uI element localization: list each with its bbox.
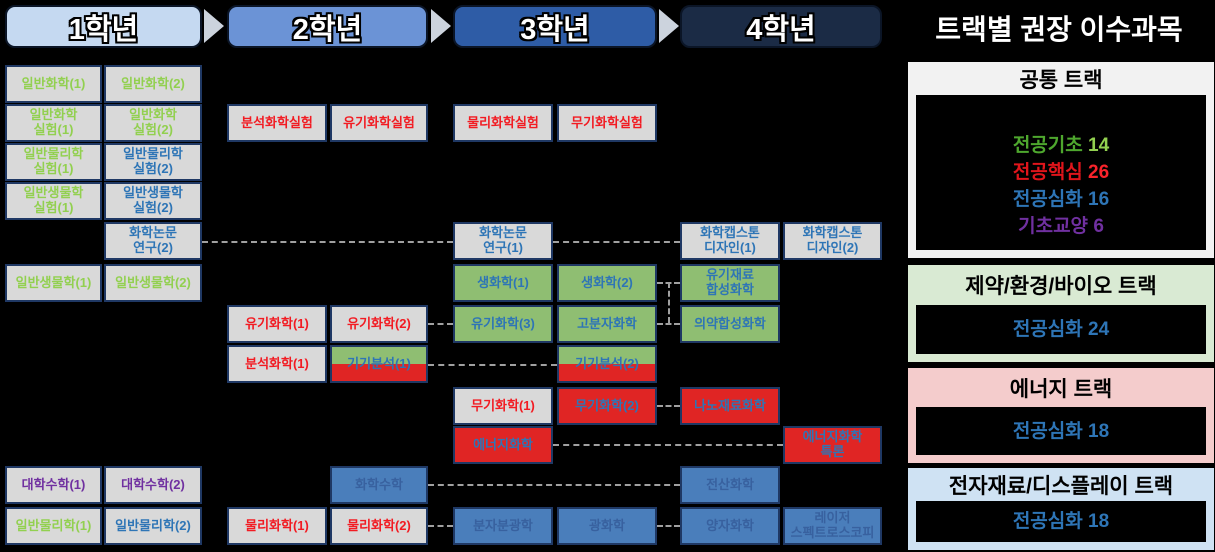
course-box: 나노재료화학 bbox=[680, 387, 780, 425]
connector-dashed-line bbox=[428, 484, 680, 486]
connector-dashed-line bbox=[428, 525, 453, 527]
track-header: 에너지 트랙 bbox=[1009, 377, 1113, 401]
track-header: 공통 트랙 bbox=[1019, 68, 1103, 92]
course-box: 레이저 스펙트로스코피 bbox=[783, 507, 882, 545]
track-credit-value: 26 bbox=[1088, 162, 1110, 183]
track-body: 전공심화 18 bbox=[916, 407, 1206, 455]
track-credit-label: 전공기초 bbox=[1012, 135, 1089, 156]
track-credit-label: 전공심화 bbox=[1012, 420, 1089, 442]
arrow-right-icon bbox=[204, 9, 224, 43]
year-header-1: 1학년 bbox=[5, 5, 202, 48]
course-box: 분석화학실험 bbox=[227, 104, 327, 142]
course-box: 기기분석(2) bbox=[557, 345, 657, 383]
course-box: 유기재료 합성화학 bbox=[680, 264, 780, 302]
course-box: 화학캡스톤 디자인(2) bbox=[783, 222, 882, 260]
course-box: 무기화학실험 bbox=[557, 104, 657, 142]
course-box: 유기화학실험 bbox=[330, 104, 428, 142]
course-box: 유기화학(1) bbox=[227, 305, 327, 343]
track-credit-label: 전공심화 bbox=[1012, 319, 1089, 340]
track-credit-label: 기초교양 bbox=[1018, 216, 1094, 237]
panel-title: 트랙별 권장 이수과목 bbox=[935, 14, 1183, 45]
track-credit-line: 전공기초 14 bbox=[1013, 132, 1109, 159]
course-box: 유기화학(2) bbox=[330, 305, 428, 343]
track-body: 전공기초 14 전공핵심 26 전공심화 16 기초교양 6 bbox=[916, 95, 1206, 250]
course-box: 에너지화학 특론 bbox=[783, 426, 882, 464]
course-box: 고분자화학 bbox=[557, 305, 657, 343]
arrow-right-icon bbox=[659, 9, 679, 43]
connector-dashed-line bbox=[657, 405, 680, 407]
course-box: 의약합성화학 bbox=[680, 305, 780, 343]
connector-dashed-line bbox=[428, 364, 557, 366]
track-body: 전공심화 18 bbox=[916, 501, 1206, 542]
connector-dashed-line bbox=[668, 282, 670, 323]
course-box: 양자화학 bbox=[680, 507, 780, 545]
track-credit-line: 전공핵심 26 bbox=[1013, 159, 1109, 186]
track-header: 전자재료/디스플레이 트랙 bbox=[948, 474, 1174, 498]
course-box: 일반화학(1) bbox=[5, 65, 102, 103]
track-credit-value: 18 bbox=[1088, 420, 1110, 442]
connector-dashed-line bbox=[553, 241, 680, 243]
course-box: 화학수학 bbox=[330, 466, 428, 504]
course-box: 전산화학 bbox=[680, 466, 780, 504]
year-header-3: 3학년 bbox=[453, 5, 657, 48]
course-box: 화학논문 연구(2) bbox=[104, 222, 202, 260]
course-box: 분석화학(1) bbox=[227, 345, 327, 383]
track-credit-label: 전공심화 bbox=[1012, 189, 1089, 210]
course-box: 일반물리학 실험(1) bbox=[5, 143, 102, 181]
connector-dashed-line bbox=[428, 323, 453, 325]
course-box: 무기화학(1) bbox=[453, 387, 553, 425]
course-box: 일반화학 실험(2) bbox=[104, 104, 202, 142]
track-credit-line: 전공심화 24 bbox=[1013, 316, 1109, 343]
track-credit-value: 24 bbox=[1088, 319, 1110, 340]
track-credit-line: 전공심화 18 bbox=[1013, 418, 1109, 445]
track-credit-value: 18 bbox=[1088, 511, 1110, 532]
track-card-1: 공통 트랙 전공기초 14 전공핵심 26 전공심화 16 기초교양 6 bbox=[908, 62, 1214, 258]
course-box: 무기화학(2) bbox=[557, 387, 657, 425]
course-box: 물리화학(1) bbox=[227, 507, 327, 545]
course-box: 일반생물학 실험(1) bbox=[5, 182, 102, 220]
year-header-2: 2학년 bbox=[227, 5, 428, 48]
track-credit-label: 전공심화 bbox=[1012, 511, 1089, 532]
connector-dashed-line bbox=[657, 525, 680, 527]
arrow-right-icon bbox=[431, 9, 451, 43]
connector-dashed-line bbox=[657, 323, 680, 325]
connector-dashed-line bbox=[202, 241, 453, 243]
course-box: 일반물리학(1) bbox=[5, 507, 102, 545]
connector-dashed-line bbox=[553, 444, 783, 446]
course-box: 광화학 bbox=[557, 507, 657, 545]
course-box: 화학논문 연구(1) bbox=[453, 222, 553, 260]
course-box: 분자분광학 bbox=[453, 507, 553, 545]
course-box: 화학캡스톤 디자인(1) bbox=[680, 222, 780, 260]
track-credit-value: 16 bbox=[1088, 189, 1110, 210]
course-box: 유기화학(3) bbox=[453, 305, 553, 343]
course-box: 일반물리학 실험(2) bbox=[104, 143, 202, 181]
track-credit-line: 전공심화 18 bbox=[1013, 508, 1109, 535]
course-box: 생화학(1) bbox=[453, 264, 553, 302]
course-box: 일반생물학(1) bbox=[5, 264, 102, 302]
track-credit-line: 기초교양 6 bbox=[1018, 213, 1104, 240]
course-box: 일반물리학(2) bbox=[104, 507, 202, 545]
track-credit-value: 6 bbox=[1093, 216, 1104, 237]
track-credit-label: 전공핵심 bbox=[1012, 162, 1089, 183]
course-box: 일반생물학 실험(2) bbox=[104, 182, 202, 220]
course-box: 일반생물학(2) bbox=[104, 264, 202, 302]
track-credit-line: 전공심화 16 bbox=[1013, 186, 1109, 213]
track-body: 전공심화 24 bbox=[916, 305, 1206, 354]
course-box: 기기분석(1) bbox=[330, 345, 428, 383]
track-header: 제약/환경/바이오 트랙 bbox=[965, 275, 1157, 298]
course-box: 대학수학(1) bbox=[5, 466, 102, 504]
course-box: 일반화학 실험(1) bbox=[5, 104, 102, 142]
course-box: 물리화학(2) bbox=[330, 507, 428, 545]
year-header-4: 4학년 bbox=[680, 5, 882, 48]
course-box: 에너지화학 bbox=[453, 426, 553, 464]
course-box: 물리화학실험 bbox=[453, 104, 553, 142]
track-credit-value: 14 bbox=[1088, 135, 1110, 156]
course-box: 대학수학(2) bbox=[104, 466, 202, 504]
course-box: 생화학(2) bbox=[557, 264, 657, 302]
course-box: 일반화학(2) bbox=[104, 65, 202, 103]
